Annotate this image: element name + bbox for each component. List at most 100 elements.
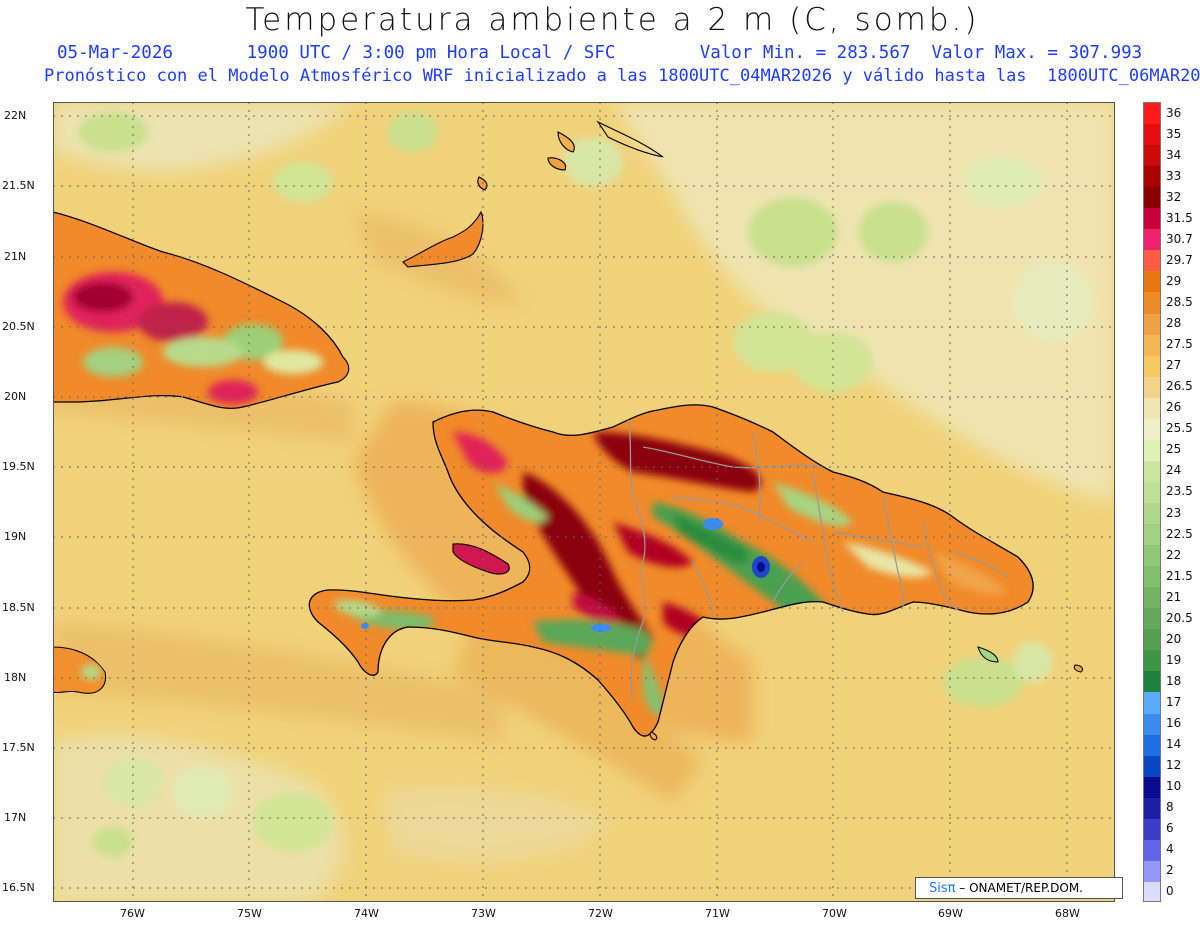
lat-label-17n: 17N: [4, 811, 27, 824]
colorbar-segment: [1144, 103, 1160, 125]
colorbar-segment: [1144, 692, 1160, 715]
colorbar-segment: [1144, 545, 1160, 567]
small-islands: [649, 646, 1084, 741]
lat-label-20n: 20N: [4, 390, 27, 403]
colorbar-segment: [1144, 355, 1160, 378]
graticule: [53, 102, 1115, 902]
valid-time-info: 05-Mar-2026 1900 UTC / 3:00 pm Hora Loca…: [57, 43, 1143, 63]
colorbar-segment: [1144, 376, 1160, 399]
bahamas-islands: [402, 120, 664, 268]
onamet-branding: Sisπ – ONAMET/REP.DOM.: [915, 877, 1123, 899]
colorbar-label: 19: [1166, 652, 1182, 667]
map-frame: [53, 102, 1115, 902]
colorbar-label: 27: [1166, 358, 1182, 373]
colorbar-segment: [1144, 881, 1160, 901]
colorbar-label: 22: [1166, 547, 1182, 562]
colorbar-segment: [1144, 166, 1160, 188]
colorbar-label: 14: [1166, 737, 1182, 752]
colorbar-label: 23.5: [1166, 484, 1193, 499]
colorbar-segment: [1144, 250, 1160, 272]
lat-label-18-5n: 18.5N: [2, 601, 35, 614]
lon-label-72w: 72W: [588, 907, 613, 920]
lon-label-76w: 76W: [120, 907, 145, 920]
colorbar-label: 0: [1166, 884, 1174, 899]
colorbar-label: 20.5: [1166, 610, 1193, 625]
cool-patches: [78, 112, 1093, 857]
lon-label-68w: 68W: [1055, 907, 1080, 920]
gonave-island: [452, 543, 510, 575]
lat-label-20-5n: 20.5N: [2, 320, 35, 333]
colorbar-segment: [1144, 313, 1160, 336]
map-title: Temperatura ambiente a 2 m (C, somb.): [245, 2, 980, 38]
colorbar-segment: [1144, 734, 1160, 757]
lat-label-21-5n: 21.5N: [2, 179, 35, 192]
colorbar-segment: [1144, 566, 1160, 588]
colorbar-label: 25.5: [1166, 421, 1193, 436]
colorbar-segment: [1144, 292, 1160, 315]
lat-label-17-5n: 17.5N: [2, 741, 35, 754]
colorbar-label: 2: [1166, 863, 1174, 878]
colorbar-segment: [1144, 460, 1160, 483]
colorbar-label: 16: [1166, 716, 1182, 731]
lon-label-75w: 75W: [237, 907, 262, 920]
colorbar-segment: [1144, 797, 1160, 820]
lat-label-22n: 22N: [4, 109, 27, 122]
colorbar-label: 36: [1166, 105, 1182, 120]
colorbar-segment: [1144, 208, 1160, 230]
map-canvas: [53, 102, 1115, 902]
colorbar-label: 34: [1166, 147, 1182, 162]
colorbar-segment: [1144, 776, 1160, 799]
colorbar-segment: [1144, 439, 1160, 462]
colorbar-label: 22.5: [1166, 526, 1193, 541]
colorbar-segment: [1144, 187, 1160, 209]
colorbar-segment: [1144, 145, 1160, 167]
colorbar-label: 28: [1166, 316, 1182, 331]
lat-label-19n: 19N: [4, 530, 27, 543]
branding-text: – ONAMET/REP.DOM.: [955, 881, 1083, 895]
colorbar-label: 29.7: [1166, 252, 1193, 267]
colorbar-label: 26.5: [1166, 379, 1193, 394]
colorbar-label: 24: [1166, 463, 1182, 478]
colorbar-segment: [1144, 629, 1160, 651]
colorbar-segment: [1144, 713, 1160, 736]
colorbar-segment: [1144, 397, 1160, 420]
colorbar-label: 32: [1166, 189, 1182, 204]
lat-label-18n: 18N: [4, 671, 27, 684]
colorbar-label: 10: [1166, 779, 1182, 794]
colorbar-segment: [1144, 229, 1160, 251]
colorbar-label: 31.5: [1166, 210, 1193, 225]
colorbar-label: 17: [1166, 695, 1182, 709]
colorbar-segment: [1144, 524, 1160, 546]
colorbar-segment: [1144, 271, 1160, 294]
colorbar-label: 4: [1166, 842, 1174, 857]
colorbar-label: 20: [1166, 631, 1182, 646]
colorbar-label: 6: [1166, 821, 1174, 836]
colorbar-segment: [1144, 334, 1160, 357]
colorbar: [1143, 102, 1161, 902]
colorbar-label: 35: [1166, 126, 1182, 141]
colorbar-label: 33: [1166, 168, 1182, 183]
colorbar-label: 21.5: [1166, 568, 1193, 583]
colorbar-label: 28.5: [1166, 295, 1193, 309]
colorbar-segment: [1144, 481, 1160, 504]
colorbar-label: 21: [1166, 589, 1182, 604]
sispi-logo: Sisπ: [929, 881, 956, 896]
colorbar-segment: [1144, 818, 1160, 841]
colorbar-label: 8: [1166, 800, 1174, 815]
colorbar-label: 30.7: [1166, 231, 1193, 246]
colorbar-segment: [1144, 755, 1160, 778]
colorbar-segment: [1144, 839, 1160, 862]
jamaica-landmass: [53, 646, 107, 694]
lon-label-70w: 70W: [822, 907, 847, 920]
colorbar-label: 27.5: [1166, 337, 1193, 352]
lat-label-16-5n: 16.5N: [2, 881, 35, 894]
colorbar-segment: [1144, 608, 1160, 630]
colorbar-segment: [1144, 671, 1160, 694]
colorbar-segment: [1144, 650, 1160, 672]
colorbar-label: 18: [1166, 673, 1182, 688]
lon-label-73w: 73W: [471, 907, 496, 920]
colorbar-label: 25: [1166, 442, 1182, 457]
lat-label-21n: 21N: [4, 250, 27, 263]
temperature-map: [53, 102, 1115, 902]
model-info: Pronóstico con el Modelo Atmosférico WRF…: [44, 66, 1200, 86]
